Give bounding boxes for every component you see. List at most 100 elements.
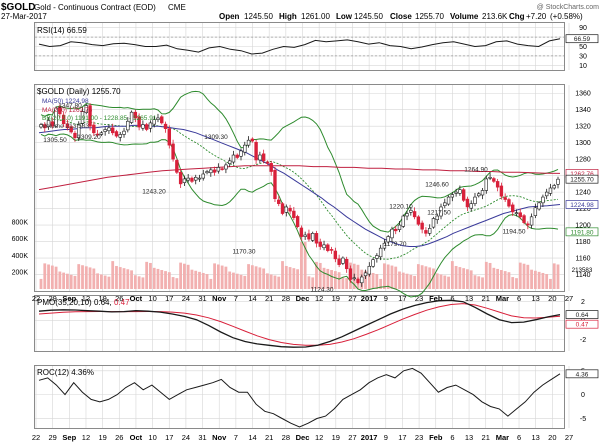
x-tick-label: 12 — [82, 433, 90, 442]
candle-body — [507, 199, 511, 207]
volume-tick-label: 600K — [12, 236, 29, 243]
volume-bar — [39, 278, 43, 289]
candle-body — [348, 268, 353, 280]
x-tick-label: 13 — [465, 294, 473, 303]
x-tick-label: 27 — [565, 433, 573, 442]
candle-body — [367, 265, 372, 275]
price-annotation: 1309.30 — [204, 134, 228, 141]
pmo-tick-label: -2 — [580, 337, 586, 344]
x-tick-label: 27 — [565, 294, 573, 303]
volume-bar — [235, 273, 239, 289]
volume-bars — [39, 241, 560, 289]
pmo-tick-label: 2 — [581, 299, 585, 306]
volume-bar — [428, 267, 432, 289]
legend-ma200: MA(200) 1262.76 — [42, 107, 93, 114]
exchange: CME — [168, 3, 186, 12]
candle-body — [409, 209, 413, 213]
candle-body — [235, 154, 239, 158]
x-tick-label: 19 — [332, 433, 340, 442]
candle-body — [277, 199, 281, 204]
roc-title: ROC(12) 4.36% — [37, 368, 94, 377]
price-tag-label: 1255.70 — [570, 177, 594, 184]
candle-body — [401, 215, 405, 227]
candle-body — [227, 160, 232, 164]
volume-bar — [518, 262, 522, 289]
volume-bar — [111, 261, 115, 289]
x-tick-label: 22 — [32, 433, 40, 442]
candle-body — [182, 178, 187, 183]
candle-body — [103, 129, 107, 132]
x-axis: 22 22 29 29 Sep Sep 12 12 19 19 26 26 Oct Oct 10 10 17 17… — [32, 294, 573, 442]
candle-body — [118, 134, 122, 138]
volume-bar — [58, 271, 62, 289]
volume-bar — [545, 274, 549, 289]
volume-bar — [341, 277, 345, 289]
candle-body — [92, 124, 96, 134]
x-tick-label: 13 — [532, 433, 540, 442]
candle-body — [375, 255, 379, 259]
candle-body — [126, 120, 130, 131]
open-value: 1245.50 — [244, 12, 273, 21]
candle-body — [111, 127, 115, 134]
candle-body — [61, 114, 66, 125]
volume-bar — [409, 274, 413, 289]
candle-body — [511, 204, 515, 213]
x-tick-label: 19 — [98, 294, 106, 303]
candle-body — [333, 250, 338, 260]
close-value: 1255.70 — [415, 12, 444, 21]
volume-bar — [454, 265, 458, 289]
candle-body — [261, 153, 266, 162]
price-tick-label: 1360 — [575, 91, 591, 98]
x-tick-label: 26 — [115, 433, 123, 442]
candle-body — [54, 107, 58, 127]
volume-bar — [273, 275, 277, 289]
candle-body — [352, 277, 356, 280]
price-annotation: 1194.50 — [502, 229, 525, 236]
volume-bar — [424, 266, 428, 289]
x-tick-label: 29 — [48, 294, 56, 303]
x-tick-label: 28 — [282, 433, 290, 442]
candle-body — [386, 236, 390, 243]
volume-bar — [277, 276, 281, 289]
volume-bar — [379, 278, 383, 289]
candle-body — [492, 178, 496, 182]
volume-bar — [394, 266, 398, 289]
candle-body — [552, 185, 556, 189]
candle-body — [303, 234, 307, 237]
price-annotation: 1124.30 — [310, 286, 333, 293]
volume-bar — [160, 270, 164, 289]
candle-body — [197, 177, 202, 180]
volume-bar — [281, 261, 284, 289]
volume-bar — [311, 277, 315, 289]
x-tick-label: Sep — [62, 294, 76, 303]
candle-body — [250, 138, 255, 142]
ma200-line — [38, 165, 561, 191]
candle-body — [541, 196, 545, 204]
volume-bar — [92, 268, 96, 289]
volume-bar — [239, 274, 243, 289]
candle-body — [292, 210, 296, 218]
x-tick-label: 21 — [482, 433, 490, 442]
watermark: @ StockCharts.com — [537, 4, 600, 11]
candle-body — [194, 176, 198, 181]
x-tick-label: Nov — [212, 433, 227, 442]
open-label: Open — [219, 12, 240, 21]
volume-bar — [443, 275, 447, 289]
volume-bar — [250, 265, 254, 289]
candle-body — [160, 116, 164, 124]
candle-body — [322, 244, 326, 249]
candle-body — [178, 172, 183, 185]
candle-body — [50, 121, 55, 127]
candle-body — [163, 123, 168, 129]
x-tick-label: 27 — [348, 294, 356, 303]
candle-body — [537, 202, 541, 210]
volume-bar — [481, 277, 484, 289]
volume-bar — [552, 263, 556, 289]
pmo-line — [38, 299, 561, 348]
volume-bar — [73, 275, 77, 289]
rsi-tick-label: 50 — [579, 44, 587, 51]
candle-body — [209, 169, 213, 174]
volume-bar — [122, 268, 126, 289]
x-tick-label: 13 — [465, 433, 473, 442]
